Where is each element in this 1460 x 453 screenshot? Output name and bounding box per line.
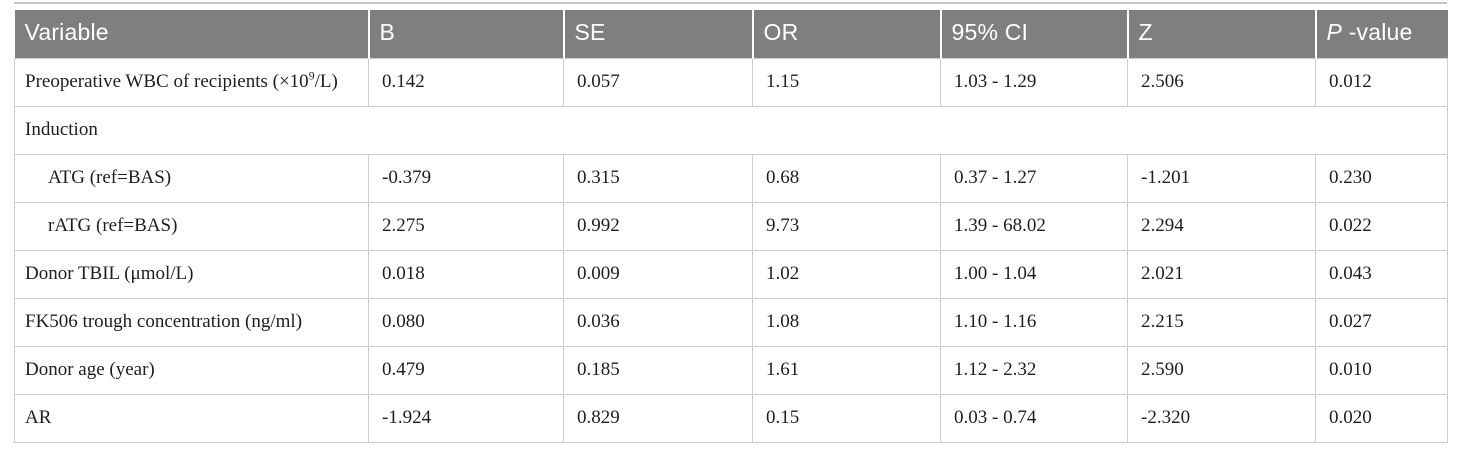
cell-ci: 1.10 - 1.16 — [940, 297, 1128, 347]
table-row: Donor age (year) 0.479 0.185 1.61 1.12 -… — [14, 345, 1448, 395]
cell-z: 2.021 — [1127, 249, 1316, 299]
cell-variable: FK506 trough concentration (ng/ml) — [14, 297, 369, 347]
cell-z: -1.201 — [1127, 153, 1316, 203]
cell-z: 2.294 — [1127, 201, 1316, 251]
cell-p: 0.010 — [1315, 345, 1448, 395]
table-figure: Variable B SE OR 95% CI Z P -value Preop… — [14, 2, 1448, 443]
cell-se: 0.036 — [563, 297, 753, 347]
cell-p: 0.020 — [1315, 393, 1448, 443]
cell-p: 0.027 — [1315, 297, 1448, 347]
col-header-variable: Variable — [14, 10, 369, 58]
table-row: ATG (ref=BAS) -0.379 0.315 0.68 0.37 - 1… — [14, 153, 1448, 203]
cell-variable: Donor age (year) — [14, 345, 369, 395]
table-group-row: Induction — [14, 105, 1448, 155]
col-header-se: SE — [562, 10, 753, 58]
cell-ci: 1.39 - 68.02 — [940, 201, 1128, 251]
cell-p: 0.022 — [1315, 201, 1448, 251]
cell-or: 0.15 — [752, 393, 941, 443]
cell-ci: 1.03 - 1.29 — [940, 57, 1128, 107]
cell-se: 0.315 — [563, 153, 753, 203]
cell-or: 1.15 — [752, 57, 941, 107]
cell-z: 2.590 — [1127, 345, 1316, 395]
cell-se: 0.185 — [563, 345, 753, 395]
superscript-9: 9 — [308, 69, 315, 83]
cell-b: 0.142 — [368, 57, 564, 107]
cell-or: 9.73 — [752, 201, 941, 251]
cell-se: 0.057 — [563, 57, 753, 107]
cell-ci: 1.12 - 2.32 — [940, 345, 1128, 395]
cell-variable: ATG (ref=BAS) — [14, 153, 369, 203]
p-value-suffix: -value — [1342, 19, 1413, 46]
header-row: Variable B SE OR 95% CI Z P -value — [14, 10, 1448, 58]
regression-results-table: Variable B SE OR 95% CI Z P -value Preop… — [14, 10, 1448, 443]
cell-z: 2.506 — [1127, 57, 1316, 107]
cell-b: 0.080 — [368, 297, 564, 347]
table-row: Donor TBIL (μmol/L) 0.018 0.009 1.02 1.0… — [14, 249, 1448, 299]
cell-or: 1.61 — [752, 345, 941, 395]
cell-ci: 0.03 - 0.74 — [940, 393, 1128, 443]
cell-ci: 1.00 - 1.04 — [940, 249, 1128, 299]
cell-se: 0.992 — [563, 201, 753, 251]
cell-variable: AR — [14, 393, 369, 443]
cell-se: 0.829 — [563, 393, 753, 443]
cell-or: 1.08 — [752, 297, 941, 347]
table-row: AR -1.924 0.829 0.15 0.03 - 0.74 -2.320 … — [14, 393, 1448, 443]
cell-ci: 0.37 - 1.27 — [940, 153, 1128, 203]
table-row: Preoperative WBC of recipients (×109/L) … — [14, 57, 1448, 107]
cell-or: 0.68 — [752, 153, 941, 203]
col-header-or: OR — [751, 10, 941, 58]
cell-b: -0.379 — [368, 153, 564, 203]
col-header-95ci: 95% CI — [939, 10, 1128, 58]
table-row: rATG (ref=BAS) 2.275 0.992 9.73 1.39 - 6… — [14, 201, 1448, 251]
cell-group-label: Induction — [14, 105, 1448, 155]
cell-b: 2.275 — [368, 201, 564, 251]
cell-b: 0.479 — [368, 345, 564, 395]
table-top-rule — [14, 2, 1447, 4]
table-row: FK506 trough concentration (ng/ml) 0.080… — [14, 297, 1448, 347]
cell-se: 0.009 — [563, 249, 753, 299]
cell-p: 0.012 — [1315, 57, 1448, 107]
col-header-z: Z — [1126, 10, 1316, 58]
col-header-b: B — [367, 10, 564, 58]
cell-z: -2.320 — [1127, 393, 1316, 443]
cell-b: 0.018 — [368, 249, 564, 299]
col-header-p-value: P -value — [1314, 10, 1448, 58]
p-value-italic-p: P — [1326, 19, 1343, 46]
variable-text: Preoperative WBC of recipients (×10 — [25, 71, 309, 92]
cell-p: 0.230 — [1315, 153, 1448, 203]
cell-z: 2.215 — [1127, 297, 1316, 347]
cell-variable: Preoperative WBC of recipients (×109/L) — [14, 57, 369, 107]
variable-text-end: /L) — [314, 71, 338, 92]
cell-p: 0.043 — [1315, 249, 1448, 299]
cell-b: -1.924 — [368, 393, 564, 443]
cell-or: 1.02 — [752, 249, 941, 299]
cell-variable: Donor TBIL (μmol/L) — [14, 249, 369, 299]
cell-variable: rATG (ref=BAS) — [14, 201, 369, 251]
